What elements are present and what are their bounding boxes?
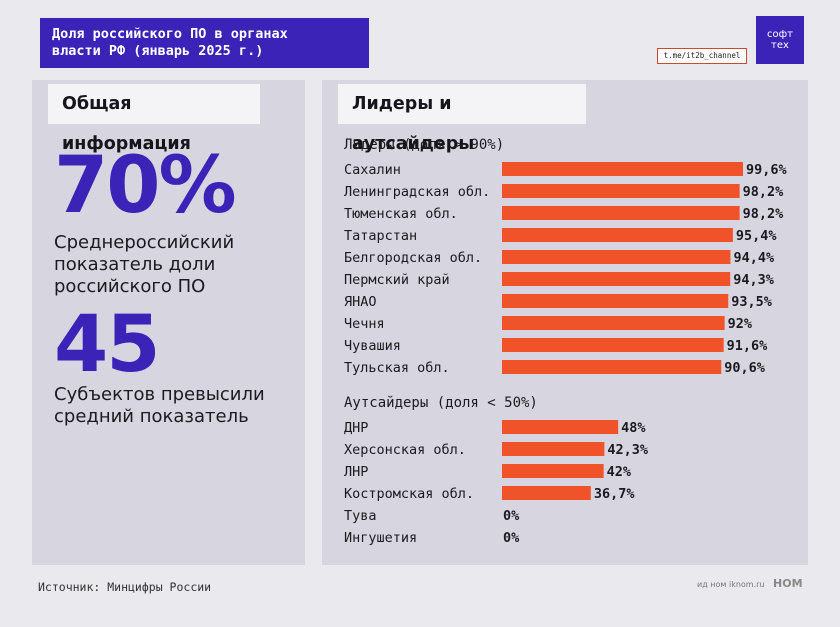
category-label: ЛНР [344,464,368,480]
value-label: 91,6% [727,338,769,354]
logo-line-1: софт [767,29,793,40]
leaders-heading: Лидеры и аутсайдеры [338,84,586,154]
value-label: 36,7% [594,486,636,502]
bar [502,206,740,220]
value-label: 93,5% [731,294,773,310]
bar [502,360,722,374]
bar [502,442,605,456]
category-label: Тува [344,508,377,524]
general-info-heading: Общая информация [48,84,260,154]
softtech-logo: софт тех [756,16,804,64]
category-label: ДНР [344,420,368,436]
stat-average-value: 70% [54,141,237,231]
bar-chart: Сахалин 99,6% Ленинградская обл. 98,2% Тюмен… [344,162,788,546]
title-line-2: власти РФ (январь 2025 г.) [52,43,264,59]
category-label: Ингушетия [344,530,417,546]
category-label: Белгородская обл. [344,250,482,266]
category-label: Сахалин [344,162,401,178]
bar [502,294,729,308]
credit-text: ид ном iknom.ru [697,580,765,589]
value-label: 0% [503,508,520,524]
bar [502,338,724,352]
value-label: 92% [728,316,753,332]
value-label: 94,3% [733,272,775,288]
category-label: Костромская обл. [344,486,474,502]
stat-regions-value: 45 [54,300,161,390]
value-label: 42,3% [607,442,649,458]
title-banner: Доля российского ПО в органах власти РФ … [40,18,369,68]
title-line-1: Доля российского ПО в органах [52,26,288,42]
bar [502,272,731,286]
bar [502,162,744,176]
category-label: Херсонская обл. [344,442,466,458]
bar [502,486,591,500]
value-label: 94,4% [733,250,775,266]
brand-logo: НОМ [773,577,803,590]
bar [502,464,604,478]
bar [502,228,733,242]
category-label: Тюменская обл. [344,206,458,222]
category-label: Пермский край [344,272,450,288]
bar [502,420,619,434]
value-label: 98,2% [743,184,785,200]
category-label: Чечня [344,316,385,332]
channel-link[interactable]: t.me/it2b_channel [657,48,747,64]
source-note: Источник: Минцифры России [38,580,212,594]
value-label: 95,4% [736,228,778,244]
stat-average-label: Среднероссийский показатель доли российс… [54,232,235,297]
value-label: 99,6% [746,162,788,178]
stat-regions-label: Субъектов превысили средний показатель [54,384,265,427]
value-label: 48% [621,420,646,436]
value-label: 90,6% [724,360,766,376]
category-label: Татарстан [344,228,417,244]
bar [502,184,740,198]
footer-credit: ид ном iknom.ru НОМ [697,577,803,592]
logo-line-2: тех [771,40,789,51]
category-label: ЯНАО [344,294,377,310]
outsiders-title: Аутсайдеры (доля < 50%) [344,395,538,411]
category-label: Чувашия [344,338,401,354]
bar [502,316,725,330]
value-label: 0% [503,530,520,546]
value-label: 42% [607,464,632,480]
general-info-panel [32,80,305,565]
category-label: Ленинградская обл. [344,184,490,200]
value-label: 98,2% [743,206,785,222]
leaders-title: Лидеры (доля > 90%) [344,137,505,153]
category-label: Тульская обл. [344,360,450,376]
bar [502,250,731,264]
